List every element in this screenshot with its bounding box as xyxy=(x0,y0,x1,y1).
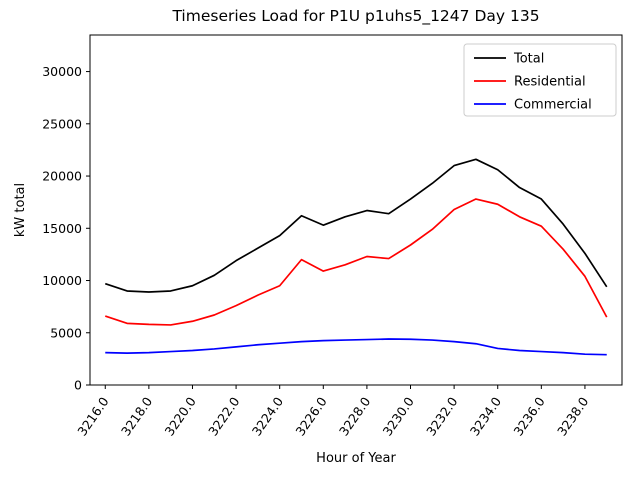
y-tick-label: 20000 xyxy=(42,169,82,184)
y-tick-label: 10000 xyxy=(42,273,82,288)
x-tick-label: 3230.0 xyxy=(380,394,417,438)
series-line-commercial xyxy=(105,338,607,356)
axes-frame xyxy=(89,34,623,386)
y-tick-label: 0 xyxy=(74,378,82,393)
y-tick-label: 5000 xyxy=(50,325,82,340)
x-tick-label: 3224.0 xyxy=(249,394,286,438)
x-tick-label: 3222.0 xyxy=(205,394,242,438)
x-tick-label: 3220.0 xyxy=(162,394,199,438)
x-axis-label: Hour of Year xyxy=(316,451,396,466)
legend-label-residential: Residential xyxy=(514,75,586,90)
series-line-residential xyxy=(104,198,608,326)
x-tick-label: 3216.0 xyxy=(74,394,111,438)
legend-box xyxy=(463,43,617,117)
x-tick-label: 3226.0 xyxy=(292,394,329,438)
y-tick-label: 30000 xyxy=(42,64,82,79)
x-tick-label: 3228.0 xyxy=(336,394,373,438)
x-tick-label: 3234.0 xyxy=(467,394,504,438)
legend-label-total: Total xyxy=(513,52,544,67)
x-tick-label: 3236.0 xyxy=(510,394,547,438)
chart-title: Timeseries Load for P1U p1uhs5_1247 Day … xyxy=(171,7,539,26)
y-tick-label: 25000 xyxy=(42,116,82,131)
series-line-total xyxy=(104,158,608,293)
y-tick-label: 15000 xyxy=(42,221,82,236)
x-tick-label: 3238.0 xyxy=(554,394,591,438)
legend-label-commercial: Commercial xyxy=(514,98,592,113)
y-axis-label: kW total xyxy=(13,183,28,237)
x-tick-label: 3232.0 xyxy=(423,394,460,438)
x-tick-label: 3218.0 xyxy=(118,394,155,438)
